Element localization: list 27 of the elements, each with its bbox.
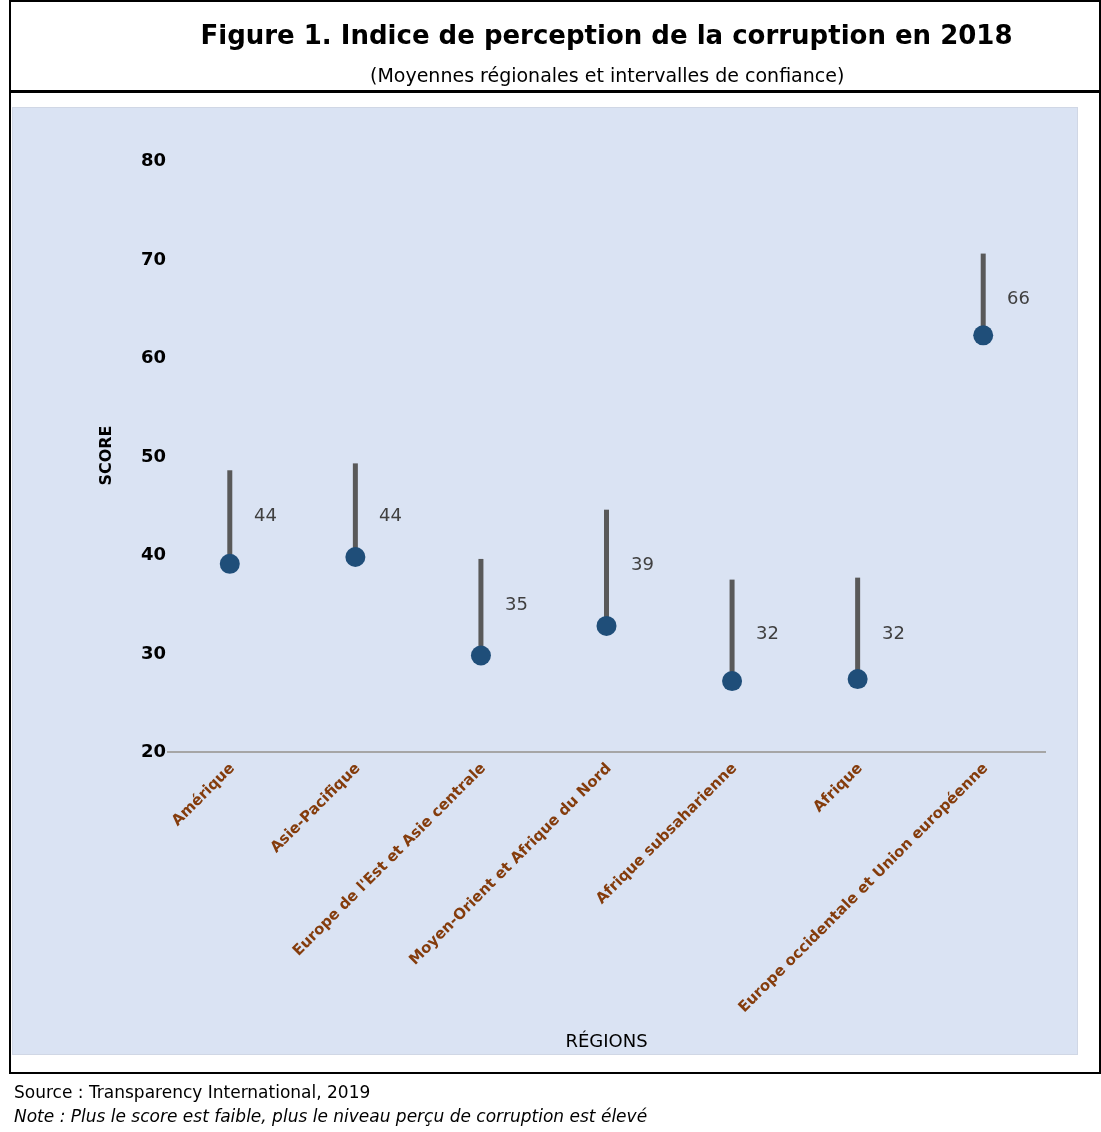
source-note: Source : Transparency International, 2019 (14, 1082, 371, 1102)
y-tick-label: 40 (140, 543, 166, 565)
annotation: 32 (882, 622, 905, 643)
y-tick-label: 60 (140, 346, 166, 368)
y-tick-label: 30 (140, 641, 166, 663)
point (847, 669, 868, 690)
annotation: 35 (505, 593, 528, 614)
annotation: 44 (379, 504, 402, 525)
y-tick-label: 50 (140, 444, 166, 466)
y-tick-label: 70 (140, 247, 166, 269)
chart-title: Figure 1. Indice de perception de la corruption en 2018 (200, 20, 1013, 51)
y-axis-title: SCORE (95, 425, 115, 486)
point (345, 546, 366, 567)
point (973, 325, 994, 346)
text: Note : Plus le score est faible, plus le niveau perçu de corruption est élevé (14, 1106, 648, 1126)
y-tick-label: 20 (140, 740, 166, 762)
point (722, 671, 743, 692)
x-axis-title: RÉGIONS (565, 1030, 648, 1052)
annotation: 39 (631, 553, 654, 574)
y-tick-label: 80 (140, 149, 166, 171)
point (596, 615, 617, 636)
point (219, 553, 240, 574)
annotation: 66 (1007, 287, 1030, 308)
annotation: 44 (254, 504, 277, 525)
chart-subtitle: (Moyennes régionales et intervalles de confiance) (370, 64, 845, 86)
point (470, 645, 491, 666)
annotation: 32 (756, 622, 779, 643)
